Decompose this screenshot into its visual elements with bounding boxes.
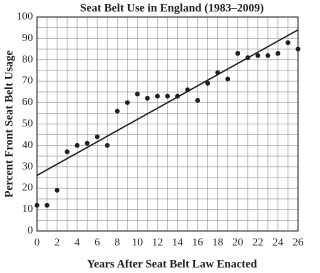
point [44, 202, 50, 208]
point [84, 140, 90, 146]
point [185, 87, 190, 93]
x-tick-label: 16 [192, 237, 204, 249]
x-tick-label: 8 [115, 237, 121, 249]
x-tick-label: 20 [232, 237, 244, 249]
x-tick-label: 2 [54, 237, 60, 249]
point [255, 53, 261, 58]
point [114, 108, 120, 114]
x-tick-label: 10 [132, 237, 144, 249]
y-tick-label: 100 [17, 11, 34, 23]
y-tick-label: 80 [22, 53, 34, 65]
point [285, 40, 291, 46]
trend-line [36, 29, 299, 176]
point [175, 93, 180, 99]
x-axis-label: Years After Seat Belt Law Enacted [87, 259, 258, 271]
point [104, 143, 110, 148]
point [165, 93, 170, 99]
point [295, 46, 301, 52]
point [124, 100, 130, 105]
point [155, 93, 160, 99]
y-tick-label: 20 [22, 182, 34, 194]
plot-frame [36, 16, 299, 232]
x-tick-label: 12 [152, 237, 163, 249]
point [74, 143, 80, 148]
y-tick-label: 10 [22, 203, 34, 215]
point [134, 91, 140, 97]
y-tick-label: 90 [22, 32, 34, 44]
point [265, 53, 271, 58]
point [275, 50, 281, 56]
x-tick-label: 22 [252, 237, 263, 249]
x-tick-label: 4 [74, 237, 80, 249]
point [94, 134, 100, 140]
y-tick-label: 70 [22, 75, 34, 87]
chart: Seat Belt Use in England (1983–2009) Yea… [4, 3, 305, 271]
point [205, 80, 211, 86]
y-tick-label: 50 [22, 118, 34, 130]
point [235, 50, 241, 56]
point [54, 187, 60, 193]
point [225, 76, 231, 82]
point [145, 95, 150, 101]
x-tick-label: 24 [272, 237, 284, 249]
y-tick-label: 0 [28, 225, 34, 237]
point [34, 202, 40, 208]
y-tick-label: 40 [22, 139, 34, 151]
point [195, 98, 201, 103]
y-tick-label: 30 [22, 160, 34, 172]
point [215, 70, 221, 76]
x-tick-label: 14 [172, 237, 184, 249]
x-tick-label: 6 [94, 237, 100, 249]
y-tick-label: 60 [22, 96, 34, 108]
point [64, 149, 70, 155]
x-tick-label: 18 [212, 237, 224, 249]
x-tick-label: 0 [34, 237, 40, 249]
point [245, 55, 251, 61]
y-axis-label: Percent Front Seat Belt Usage [4, 50, 16, 197]
x-tick-label: 26 [293, 237, 305, 249]
chart-title: Seat Belt Use in England (1983–2009) [80, 3, 264, 15]
